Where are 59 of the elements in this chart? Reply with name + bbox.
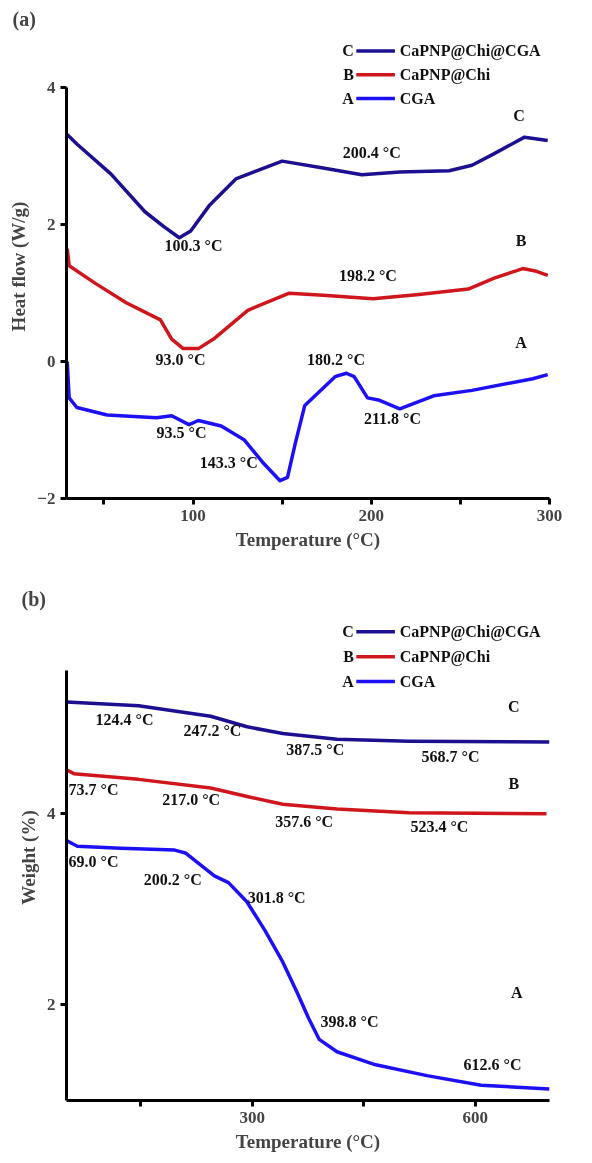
annotation: 93.0 °C <box>155 351 206 369</box>
annotation: 73.7 °C <box>68 781 119 799</box>
text: B <box>343 648 355 666</box>
text: C <box>342 42 354 60</box>
annotation: 198.2 °C <box>338 267 397 285</box>
y-tick-label: 4 <box>47 78 56 98</box>
x-tick-label: 100 <box>180 505 206 525</box>
x-tick-label: 600 <box>462 1107 488 1127</box>
annotation: 200.4 °C <box>342 144 401 162</box>
text: B <box>343 66 355 84</box>
legend-label: CaPNP@Chi <box>399 66 491 85</box>
annotation: 200.2 °C <box>143 871 202 889</box>
annotation: A <box>342 90 355 108</box>
chart-title: (a) <box>12 7 36 31</box>
annotation: 301.8 °C <box>247 889 306 907</box>
annotation: 247.2 °C <box>183 722 242 740</box>
y-axis-title: Heat flow (W/g) <box>8 201 31 332</box>
x-tick-label: 300 <box>536 505 563 525</box>
line-series <box>66 700 550 744</box>
y-tick-label: 0 <box>47 352 56 372</box>
legend-label: CGA <box>399 673 436 691</box>
annotation: 93.5 °C <box>156 424 207 442</box>
chart-title: (b) <box>21 587 46 611</box>
annotation: 124.4 °C <box>95 710 154 728</box>
y-tick-label: 4 <box>47 804 56 824</box>
x-axis-title: Temperature (°C) <box>235 528 381 551</box>
legend-label: CaPNP@Chi@CGA <box>399 623 542 642</box>
legend-label: CGA <box>399 90 436 108</box>
text: C <box>342 623 354 641</box>
legend-label: CaPNP@Chi <box>399 648 491 667</box>
annotation: B <box>508 775 520 793</box>
x-tick-label: 200 <box>358 505 385 525</box>
annotation: A <box>510 984 523 1002</box>
annotation: C <box>507 698 520 716</box>
line-series <box>66 768 549 816</box>
y-tick-label: −2 <box>37 489 56 508</box>
annotation: 357.6 °C <box>275 812 334 830</box>
annotation: 143.3 °C <box>199 453 258 471</box>
x-axis-title: Temperature (°C) <box>235 1130 381 1153</box>
annotation: 387.5 °C <box>286 741 345 759</box>
x-tick-label: 300 <box>239 1107 266 1127</box>
annotation: 398.8 °C <box>320 1012 379 1030</box>
annotation: 211.8 °C <box>363 409 422 427</box>
annotation: C <box>513 107 525 125</box>
annotation: 180.2 °C <box>307 351 365 369</box>
y-axis-title: Weight (%) <box>18 810 40 905</box>
annotation: 568.7 °C <box>421 747 480 765</box>
legend-label: CaPNP@Chi@CGA <box>399 42 542 61</box>
annotation: 217.0 °C <box>162 790 221 808</box>
annotation: 523.4 °C <box>410 817 469 835</box>
annotation: A <box>342 673 355 691</box>
line-series <box>66 838 550 1091</box>
annotation: 100.3 °C <box>164 236 223 254</box>
y-tick-label: 2 <box>47 215 56 235</box>
annotation: 69.0 °C <box>68 852 119 870</box>
y-tick-label: 2 <box>47 995 56 1015</box>
annotation: B <box>515 232 527 250</box>
annotation: 612.6 °C <box>463 1055 522 1073</box>
annotation: A <box>515 333 528 351</box>
